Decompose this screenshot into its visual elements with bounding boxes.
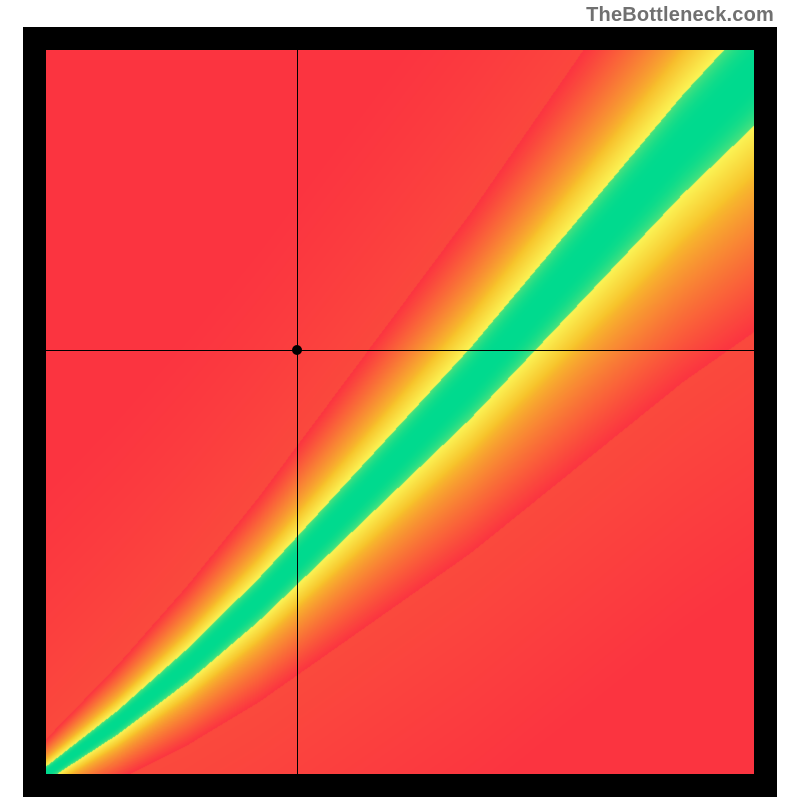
watermark: TheBottleneck.com [586, 4, 774, 27]
heatmap-canvas [46, 50, 754, 774]
plot-frame [23, 27, 777, 797]
marker-point [292, 345, 302, 355]
chart-container: TheBottleneck.com [0, 0, 800, 800]
crosshair-vertical [297, 50, 298, 774]
crosshair-horizontal [46, 350, 754, 351]
plot-area [46, 50, 754, 774]
